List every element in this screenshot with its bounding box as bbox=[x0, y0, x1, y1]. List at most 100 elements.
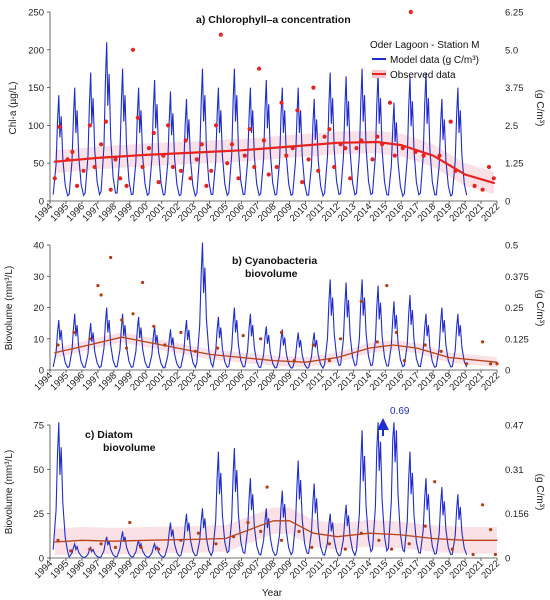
observed-point bbox=[407, 542, 411, 546]
observed-point bbox=[311, 343, 315, 347]
peak-annotation: 0.69 bbox=[377, 406, 410, 436]
panel-c-title-line1: c) Diatom bbox=[85, 429, 133, 441]
observed-point bbox=[316, 168, 321, 173]
observed-point bbox=[332, 164, 337, 170]
observed-point bbox=[310, 545, 314, 550]
y2-tick-label: 1.25 bbox=[505, 159, 524, 170]
y-tick-label: 250 bbox=[28, 8, 44, 19]
panel-c-ylabel: Biovolume (mm³/L) bbox=[4, 450, 15, 534]
observed-point bbox=[292, 359, 296, 363]
y-tick-label: 25 bbox=[33, 509, 44, 520]
panel-b-trend-layer bbox=[54, 336, 498, 363]
observed-point bbox=[279, 330, 284, 335]
observed-point bbox=[157, 547, 161, 551]
observed-point bbox=[194, 157, 199, 162]
y-tick-label: 0 bbox=[39, 197, 44, 208]
panel-a-y2label: (g C/m³) bbox=[534, 90, 545, 127]
panel-a-yticks: 0 50 100 150 200 250 bbox=[28, 8, 50, 208]
y-tick-label: 150 bbox=[28, 83, 44, 94]
observed-point bbox=[125, 346, 129, 350]
confidence-band bbox=[54, 130, 494, 195]
legend: Oder Lagoon - Station M Model data (g C/… bbox=[370, 40, 480, 81]
y2-tick-label: 0 bbox=[505, 554, 510, 565]
legend-observed-label: Observed data bbox=[390, 70, 456, 81]
panel-c-y2ticks: 0 0.156 0.31 0.47 bbox=[505, 421, 529, 565]
y2-tick-label: 0 bbox=[505, 366, 510, 377]
observed-point bbox=[257, 66, 262, 71]
observed-point bbox=[113, 157, 118, 162]
observed-point bbox=[87, 123, 92, 128]
observed-point bbox=[188, 176, 193, 181]
legend-title: Oder Lagoon - Station M bbox=[370, 40, 480, 51]
observed-point bbox=[491, 176, 496, 181]
observed-point bbox=[178, 168, 183, 173]
x-tick-label: 2022 bbox=[479, 201, 502, 224]
observed-point bbox=[465, 362, 469, 366]
observed-point bbox=[108, 187, 113, 192]
observed-point bbox=[96, 284, 100, 288]
observed-point bbox=[120, 318, 124, 322]
observed-point bbox=[179, 538, 183, 542]
panel-b-y2label: (g C/m³) bbox=[534, 290, 545, 327]
y2-tick-label: 0.25 bbox=[505, 303, 524, 314]
observed-point bbox=[70, 149, 75, 154]
observed-point bbox=[152, 324, 156, 328]
observed-point bbox=[118, 176, 123, 181]
observed-point bbox=[481, 340, 485, 344]
observed-point bbox=[72, 330, 76, 335]
observed-point bbox=[135, 115, 140, 120]
observed-point bbox=[166, 123, 171, 128]
observed-point bbox=[311, 85, 316, 90]
panel-c-model-layer bbox=[52, 422, 468, 559]
observed-point bbox=[327, 359, 331, 363]
y2-tick-label: 0.125 bbox=[505, 334, 529, 345]
observed-point bbox=[139, 545, 143, 550]
observed-point bbox=[214, 542, 218, 546]
observed-point bbox=[489, 528, 493, 532]
panel-a-ylabel: Chl-a (µg/L) bbox=[8, 82, 19, 135]
panel-c-xticks: 1994199519961997199819992000200120022003… bbox=[32, 558, 502, 581]
legend-model-label: Model data (g C/m³) bbox=[390, 55, 479, 66]
observed-point bbox=[261, 138, 266, 143]
observed-point bbox=[88, 547, 92, 551]
y-tick-label: 30 bbox=[33, 272, 44, 283]
observed-point bbox=[52, 176, 57, 181]
observed-point bbox=[265, 485, 269, 489]
observed-point bbox=[408, 9, 413, 15]
observed-point bbox=[259, 529, 263, 534]
observed-point bbox=[295, 108, 300, 113]
observed-point bbox=[109, 255, 113, 260]
observed-point bbox=[196, 531, 201, 535]
observed-point bbox=[259, 337, 263, 341]
observed-point bbox=[343, 146, 348, 151]
y2-tick-label: 0 bbox=[505, 197, 510, 208]
observed-point bbox=[453, 168, 458, 173]
trend-line bbox=[54, 336, 498, 363]
panel-c-y2label: (g C/m³) bbox=[534, 474, 545, 511]
observed-point bbox=[242, 153, 247, 158]
model-series-line bbox=[52, 42, 468, 198]
observed-point bbox=[57, 124, 62, 129]
y2-tick-label: 0.5 bbox=[505, 241, 518, 252]
observed-point bbox=[141, 280, 145, 285]
observed-point bbox=[225, 161, 230, 166]
observed-point bbox=[81, 168, 86, 173]
observed-point bbox=[56, 343, 60, 347]
panel-b-title-line2: biovolume bbox=[245, 268, 298, 280]
observed-point bbox=[113, 545, 118, 550]
observed-point bbox=[252, 164, 257, 170]
observed-point bbox=[448, 119, 453, 124]
panel-a-observed-layer bbox=[52, 9, 496, 192]
panel-c-title-line2: biovolume bbox=[103, 442, 156, 454]
observed-point bbox=[131, 312, 135, 316]
observed-point bbox=[163, 343, 167, 347]
observed-point bbox=[274, 164, 279, 170]
observed-point bbox=[236, 176, 241, 181]
observed-point bbox=[218, 32, 223, 37]
x-tick-label: 2022 bbox=[479, 558, 502, 581]
observed-point bbox=[56, 538, 60, 542]
observed-point bbox=[385, 284, 389, 288]
panel-a-xticks: 1994199519961997199819992000200120022003… bbox=[32, 201, 502, 224]
observed-point bbox=[480, 187, 485, 192]
observed-point bbox=[140, 164, 145, 170]
